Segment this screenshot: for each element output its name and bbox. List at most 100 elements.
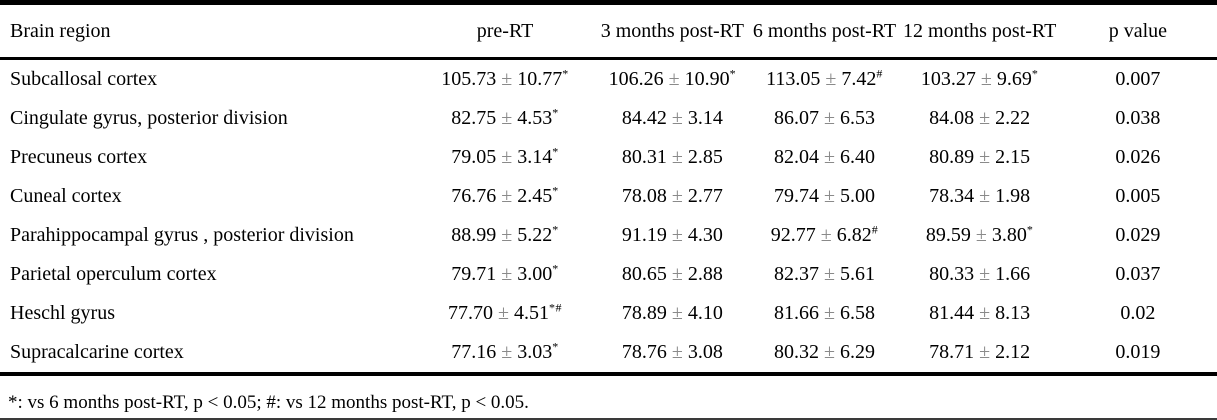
value-cell-6-months: 82.04 ±6.40 [748,138,900,177]
table-row: Heschl gyrus 77.70 ±4.51*# 78.89 ±4.10 81.… [0,294,1217,333]
value-cell-12-months: 84.08 ±2.22 [901,99,1059,138]
value-cell-3-months: 80.31 ±2.85 [596,138,748,177]
mean-value: 78.76 [621,341,667,363]
significance-marker: *# [549,300,563,315]
plus-minus-symbol: ± [501,263,513,285]
sd-value: 6.58 [839,302,875,324]
table-row: Subcallosal cortex 105.73 ±10.77* 106.26 ±… [0,59,1217,100]
mean-value: 86.07 [774,107,819,129]
header-pre-rt: pre-RT [413,2,597,60]
value-cell-pre-rt: 77.70 ±4.51*# [414,294,597,333]
value-cell-12-months: 80.33 ±1.66 [901,255,1059,294]
sd-value: 2.85 [687,146,723,168]
mean-value: 80.33 [929,263,975,285]
sd-value: 5.00 [839,185,875,207]
mean-value: 82.37 [774,263,819,285]
significance-marker: * [552,105,559,120]
mean-value: 80.31 [621,146,667,168]
plus-minus-symbol: ± [498,302,510,324]
table-footnote: *: vs 6 months post-RT, p < 0.05; #: vs … [8,392,529,413]
table-row: Parahippocampal gyrus , posterior divisi… [0,216,1217,255]
p-value-cell: 0.007 [1115,68,1161,90]
sd-value: 2.22 [995,107,1031,129]
plus-minus-symbol: ± [979,263,991,285]
region-cell: Subcallosal cortex [10,68,158,90]
table-row: Precuneus cortex 79.05 ±3.14* 80.31 ±2.85 … [0,138,1217,177]
sd-value: 4.51 [514,302,550,324]
plus-minus-symbol: ± [668,68,680,90]
table-row: Cuneal cortex 76.76 ±2.45* 78.08 ±2.77 79.… [0,177,1217,216]
plus-minus-symbol: ± [979,302,991,324]
mean-value: 82.04 [774,146,819,168]
value-cell-pre-rt: 79.05 ±3.14* [414,138,597,177]
mean-value: 89.59 [925,224,971,246]
mean-value: 92.77 [770,224,816,246]
plus-minus-symbol: ± [824,107,835,129]
value-cell-12-months: 89.59 ±3.80* [901,216,1059,255]
table-row: Cingulate gyrus, posterior division 82.7… [0,99,1217,138]
sd-value: 4.53 [517,107,553,129]
header-3-months-post-rt: 3 months post-RT [596,2,749,60]
table-header: Brain region pre-RT 3 months post-RT 6 m… [0,2,1217,60]
mean-value: 77.16 [451,341,497,363]
value-cell-pre-rt: 105.73 ±10.77* [414,59,597,100]
sd-value: 2.77 [687,185,723,207]
region-cell: Supracalcarine cortex [0,333,414,376]
header-12-months-post-rt: 12 months post-RT [900,2,1059,60]
value-cell-3-months: 78.08 ±2.77 [596,177,748,216]
significance-marker: * [552,261,559,276]
sd-value: 3.03 [517,341,553,363]
p-value-cell: 0.005 [1115,185,1161,207]
plus-minus-symbol: ± [820,224,832,246]
sd-value: 5.61 [839,263,875,285]
header-p-value: p value [1058,2,1217,60]
sd-value: 3.08 [687,341,723,363]
value-cell-pre-rt: 88.99 ±5.22* [414,216,597,255]
mean-value: 79.71 [451,263,497,285]
region-cell: Cingulate gyrus, posterior division [10,107,288,129]
sd-value: 2.88 [687,263,723,285]
region-cell: Precuneus cortex [10,146,148,168]
value-cell-3-months: 80.65 ±2.88 [596,255,748,294]
plus-minus-symbol: ± [824,302,835,324]
mean-value: 78.89 [621,302,667,324]
mean-value: 106.26 [608,68,664,90]
table-row: Supracalcarine cortex 77.16 ±3.03* 78.76 ±… [0,333,1217,376]
value-cell-3-months: 91.19 ±4.30 [596,216,748,255]
header-row: Brain region pre-RT 3 months post-RT 6 m… [0,2,1217,60]
value-cell-6-months: 86.07 ±6.53 [748,99,900,138]
significance-marker: * [552,144,559,159]
sd-value: 2.45 [517,185,553,207]
sd-value: 1.98 [995,185,1031,207]
plus-minus-symbol: ± [979,185,991,207]
mean-value: 77.70 [448,302,494,324]
significance-marker: * [729,66,737,81]
value-cell-6-months: 81.66 ±6.58 [748,294,900,333]
mean-value: 79.05 [451,146,497,168]
sd-value: 1.66 [995,263,1031,285]
region-cell: Parietal operculum cortex [10,263,217,285]
value-cell-3-months: 78.76 ±3.08 [596,333,749,376]
mean-value: 78.08 [621,185,667,207]
mean-value: 113.05 [766,68,821,90]
plus-minus-symbol: ± [671,341,683,363]
value-cell-3-months: 106.26 ±10.90* [596,59,748,100]
plus-minus-symbol: ± [671,107,683,129]
value-cell-6-months: 82.37 ±5.61 [748,255,900,294]
plus-minus-symbol: ± [501,341,513,363]
mean-value: 88.99 [451,224,497,246]
value-cell-pre-rt: 82.75 ±4.53* [414,99,597,138]
significance-marker: * [562,66,569,81]
mean-value: 84.42 [621,107,667,129]
mean-value: 84.08 [929,107,975,129]
sd-value: 5.22 [517,224,553,246]
mean-value: 76.76 [451,185,497,207]
plus-minus-symbol: ± [671,185,683,207]
mean-value: 80.65 [621,263,667,285]
sd-value: 6.29 [839,341,875,363]
p-value-cell: 0.026 [1115,146,1161,168]
region-cell: Heschl gyrus [10,302,115,324]
table-row: Parietal operculum cortex 79.71 ±3.00* 80… [0,255,1217,294]
region-cell: Parahippocampal gyrus , posterior divisi… [10,224,354,246]
value-cell-6-months: 79.74 ±5.00 [748,177,900,216]
